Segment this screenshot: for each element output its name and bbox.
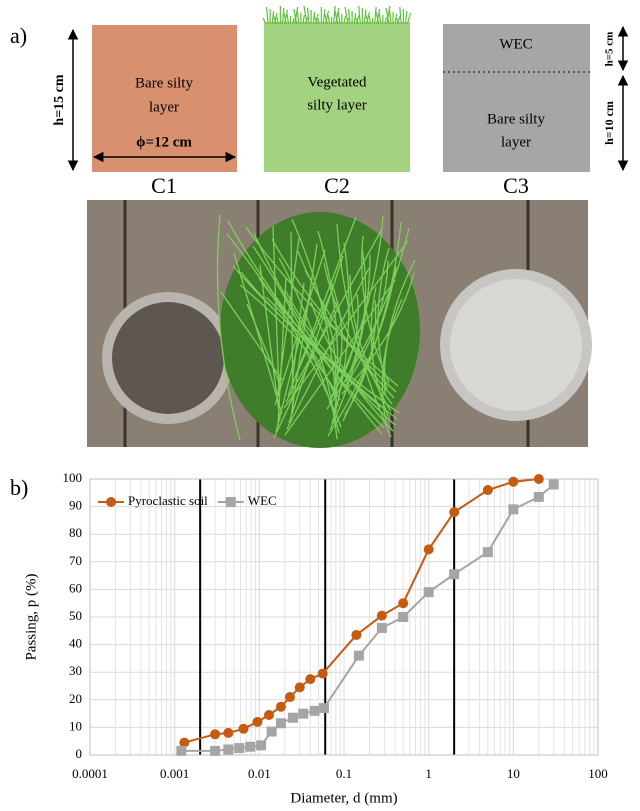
c3-label: Bare silty [487, 111, 545, 127]
c3-label: layer [501, 134, 531, 150]
y-tick-label: 10 [69, 718, 82, 733]
grass-blade [334, 6, 336, 24]
marker [267, 727, 277, 737]
y-tick-label: 100 [63, 470, 83, 485]
x-axis-title: Diameter, d (mm) [290, 790, 397, 806]
marker [256, 740, 266, 750]
marker [319, 703, 329, 713]
y-tick-label: 20 [69, 691, 82, 706]
y-tick-label: 80 [69, 525, 82, 540]
grass-blade [364, 10, 366, 24]
y-tick-label: 30 [69, 663, 82, 678]
marker [354, 651, 364, 661]
marker [223, 744, 233, 754]
y-tick-label: 90 [69, 498, 82, 513]
marker [424, 587, 434, 597]
marker [483, 485, 493, 495]
figure: a) h=15 cm Bare silty layer ϕ=12 cm C1 V… [0, 0, 640, 811]
column-name: C3 [503, 173, 529, 198]
marker [238, 724, 248, 734]
marker [483, 547, 493, 557]
marker [351, 630, 361, 640]
x-tick-label: 0.01 [248, 766, 271, 781]
marker [245, 742, 255, 752]
c3-top-label: WEC [499, 36, 532, 52]
marker [508, 477, 518, 487]
marker [449, 569, 459, 579]
panel-label: a) [10, 23, 27, 48]
marker [210, 746, 220, 756]
legend-marker [226, 497, 236, 507]
height-label: h=15 cm [52, 74, 67, 125]
grass-blade [267, 7, 269, 24]
marker [377, 623, 387, 633]
marker [305, 674, 315, 684]
marker [534, 474, 544, 484]
legend-marker [106, 497, 116, 507]
y-tick-label: 60 [69, 580, 82, 595]
marker [295, 682, 305, 692]
marker [276, 702, 286, 712]
marker [285, 692, 295, 702]
y-tick-label: 50 [69, 608, 82, 623]
x-tick-label: 0.0001 [72, 766, 108, 781]
legend-label: Pyroclastic soil [128, 493, 208, 508]
y-tick-label: 70 [69, 553, 82, 568]
marker [398, 612, 408, 622]
marker [288, 713, 298, 723]
c2-label: silty layer [307, 97, 367, 113]
y-tick-label: 40 [69, 636, 82, 651]
x-tick-label: 10 [507, 766, 520, 781]
marker [377, 611, 387, 621]
c2-label: Vegetated [307, 74, 367, 90]
y-tick-label: 0 [76, 746, 83, 761]
marker [534, 492, 544, 502]
marker [424, 544, 434, 554]
marker [176, 746, 186, 756]
x-tick-label: 0.1 [336, 766, 352, 781]
grass-blade [282, 8, 284, 24]
grass [263, 6, 410, 24]
chart: b) 0 10 20 30 40 50 60 70 80 90 100 0.0001 0.001 0.01 0… [10, 470, 608, 806]
diameter-label: ϕ=12 cm [136, 134, 192, 150]
marker [310, 706, 320, 716]
marker [264, 710, 274, 720]
grass-blade [323, 9, 325, 24]
marker [449, 507, 459, 517]
grass-blade [375, 7, 377, 24]
marker [210, 729, 220, 739]
photo [87, 200, 592, 448]
marker [508, 504, 518, 514]
x-tick-label: 100 [588, 766, 608, 781]
marker [234, 743, 244, 753]
column-name: C1 [151, 173, 177, 198]
height-label: h=10 cm [602, 101, 616, 145]
grass-blade [308, 8, 310, 24]
grass-blade [390, 10, 392, 24]
marker [549, 480, 559, 490]
grass-blade [345, 7, 348, 24]
x-tick-label: 1 [425, 766, 432, 781]
marker [223, 728, 233, 738]
marker [276, 718, 286, 728]
panel-label: b) [10, 475, 28, 500]
grass-blade [359, 6, 361, 24]
c1-label: Bare silty [135, 75, 193, 91]
legend-label: WEC [248, 493, 277, 508]
marker [298, 709, 308, 719]
grass-blade [349, 9, 351, 24]
marker [398, 598, 408, 608]
grass-blade [400, 7, 402, 24]
column-name: C2 [324, 173, 350, 198]
marker [318, 669, 328, 679]
c1-label: layer [149, 99, 179, 115]
height-label: h=5 cm [604, 32, 616, 67]
y-axis-title: Passing, p (%) [23, 573, 39, 660]
marker [252, 717, 262, 727]
x-tick-label: 0.001 [160, 766, 189, 781]
